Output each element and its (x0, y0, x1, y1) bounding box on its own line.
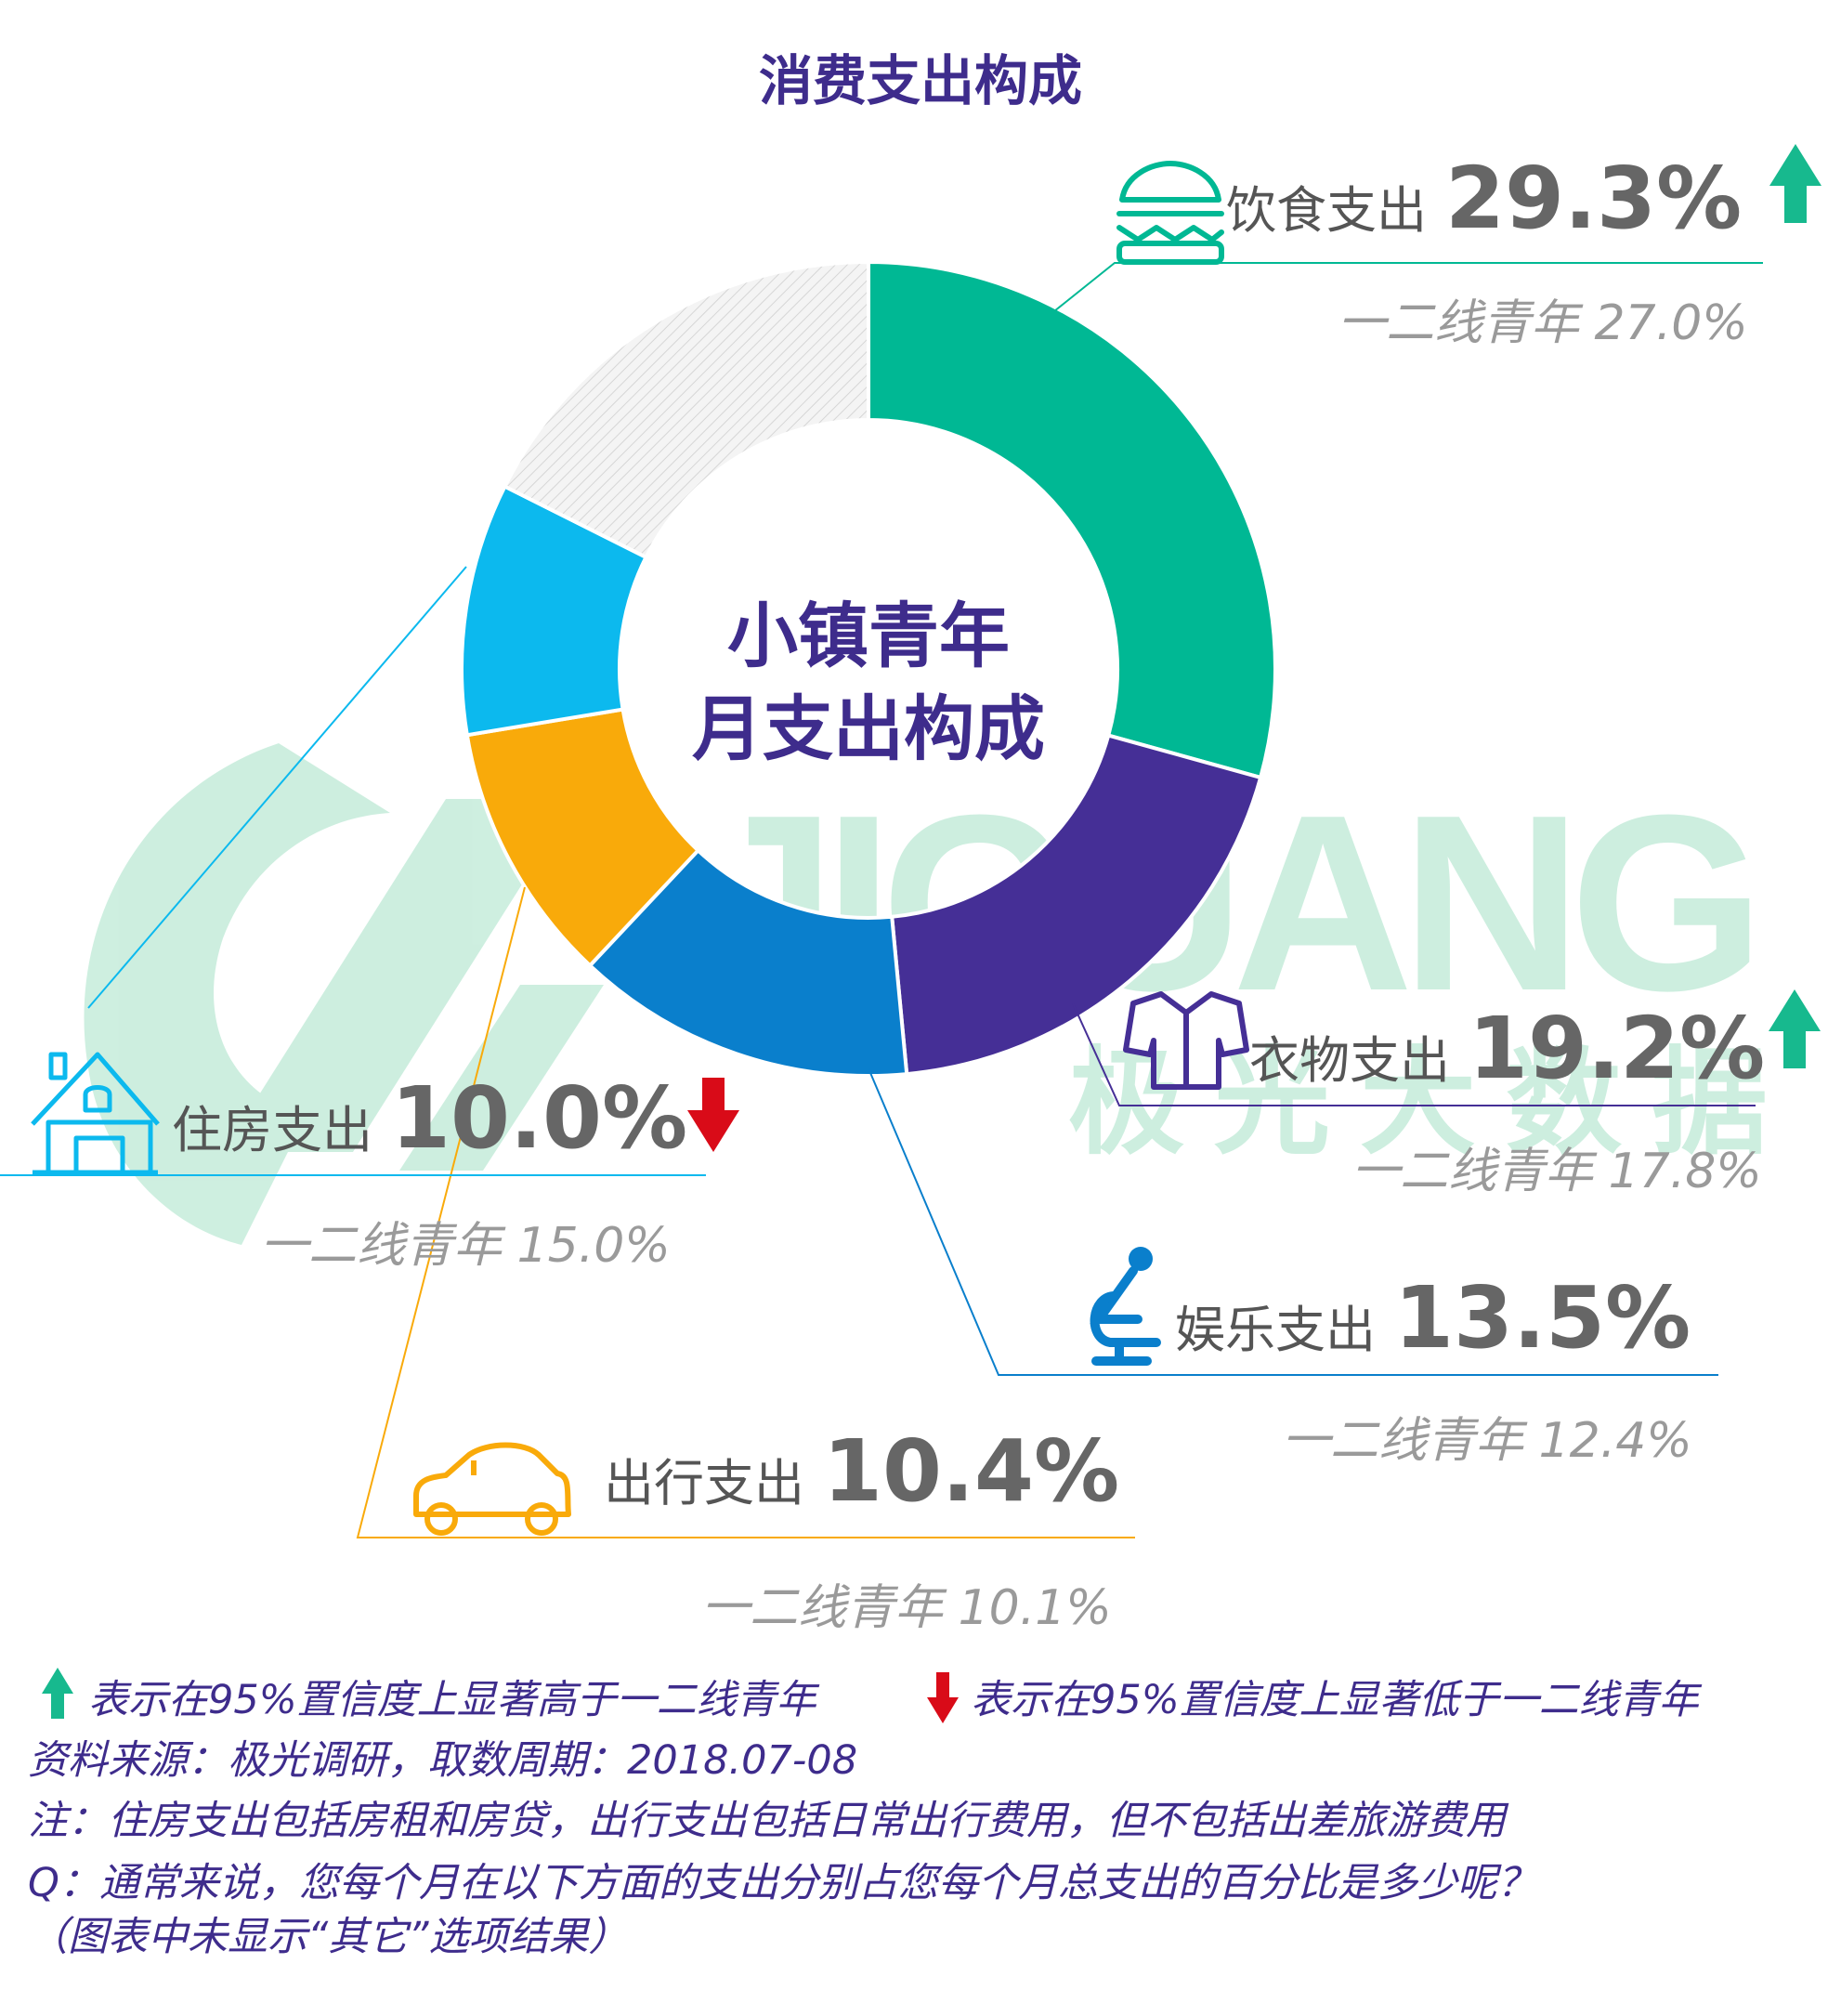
center-label-line2: 月支出构成 (692, 687, 1045, 770)
percent-label: 10.4% (823, 1421, 1120, 1521)
leader-line-transport (356, 886, 1135, 1538)
category-name: 出行支出 (604, 1454, 804, 1512)
watermark-logo-mid (223, 799, 576, 1152)
compare-transport: 一二线青年 10.1% (701, 1580, 1112, 1636)
percent-label: 19.2% (1469, 999, 1766, 1098)
up-arrow-food-icon (1769, 144, 1821, 223)
legend-up-text: 表示在95%置信度上显著高于一二线青年 (88, 1677, 816, 1723)
compare-housing: 一二线青年 15.0% (260, 1218, 671, 1274)
label-housing: 住房支出 10.0% (172, 1068, 687, 1168)
leader-line-housing (87, 566, 467, 1009)
slice-clothing (890, 733, 1263, 1077)
slice-entertainment (587, 847, 909, 1078)
leader-line-food (1053, 262, 1763, 312)
compare-entertainment: 一二线青年 12.4% (1282, 1413, 1692, 1469)
category-name: 饮食支出 (1226, 181, 1427, 240)
down-arrow-housing-icon (687, 1078, 739, 1152)
car-icon (413, 1442, 571, 1536)
shirt-icon (1123, 991, 1249, 1090)
up-arrow-clothing-icon (1769, 989, 1821, 1068)
note-text: 注：住房支出包括房租和房贷，出行支出包括日常出行费用，但不包括出差旅游费用 (28, 1798, 1506, 1844)
watermark-logo-right (399, 985, 604, 1171)
percent-label: 13.5% (1394, 1268, 1691, 1368)
legend-up-arrow-icon (42, 1668, 73, 1719)
watermark-logo-left (84, 743, 390, 1245)
question-text: Q：通常来说，您每个月在以下方面的支出分别占您每个月总支出的百分比是多少呢？ (28, 1860, 1537, 1906)
leader-line-clothing (1072, 1002, 1756, 1106)
category-name: 衣物支出 (1249, 1031, 1450, 1090)
burger-icon (1116, 161, 1224, 265)
leader-line-entertainment (868, 1067, 1718, 1376)
legend-down-text: 表示在95%置信度上显著低于一二线青年 (971, 1677, 1699, 1723)
source-text: 资料来源：极光调研，取数周期：2018.07-08 (28, 1737, 858, 1784)
slice-food (867, 259, 1277, 780)
label-transport: 出行支出 10.4% (604, 1421, 1119, 1521)
category-name: 住房支出 (172, 1101, 372, 1159)
microphone-icon (1090, 1247, 1161, 1366)
compare-clothing: 一二线青年 17.8% (1351, 1144, 1762, 1199)
percent-label: 10.0% (391, 1068, 688, 1168)
house-icon (31, 1052, 160, 1176)
category-name: 娱乐支出 (1175, 1301, 1376, 1359)
percent-label: 29.3% (1445, 149, 1743, 248)
chart-title: 消费支出构成 (758, 49, 1082, 112)
slice-other (502, 259, 870, 560)
label-clothing: 衣物支出 19.2% (1249, 999, 1765, 1098)
label-entertainment: 娱乐支出 13.5% (1175, 1268, 1691, 1368)
paren-note-text: （图表中未显示“其它”选项结果） (28, 1914, 629, 1960)
legend-down-arrow-icon (927, 1672, 959, 1723)
compare-food: 一二线青年 27.0% (1338, 295, 1748, 351)
label-food: 饮食支出 29.3% (1226, 149, 1742, 248)
center-label-line1: 小镇青年 (727, 595, 1010, 677)
